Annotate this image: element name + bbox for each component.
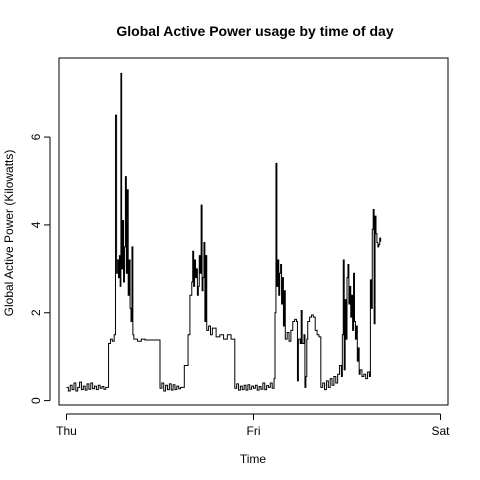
series-layer <box>66 72 382 392</box>
y-tick-label: 2 <box>29 309 43 316</box>
y-tick-label: 6 <box>29 133 43 140</box>
series-line <box>66 72 382 392</box>
chart-title: Global Active Power usage by time of day <box>116 23 393 39</box>
x-tick-label: Thu <box>56 424 77 438</box>
x-tick-label: Fri <box>247 424 261 438</box>
y-tick-label: 0 <box>29 397 43 404</box>
y-axis-label: Global Active Power (Kilowatts) <box>2 150 16 317</box>
x-tick-label: Sat <box>432 424 451 438</box>
x-axis-label: Time <box>240 452 267 466</box>
y-tick-label: 4 <box>29 221 43 228</box>
plot-frame <box>58 57 449 406</box>
y-axis: 0 2 4 6 <box>29 133 51 404</box>
x-axis: Thu Fri Sat <box>56 413 451 438</box>
